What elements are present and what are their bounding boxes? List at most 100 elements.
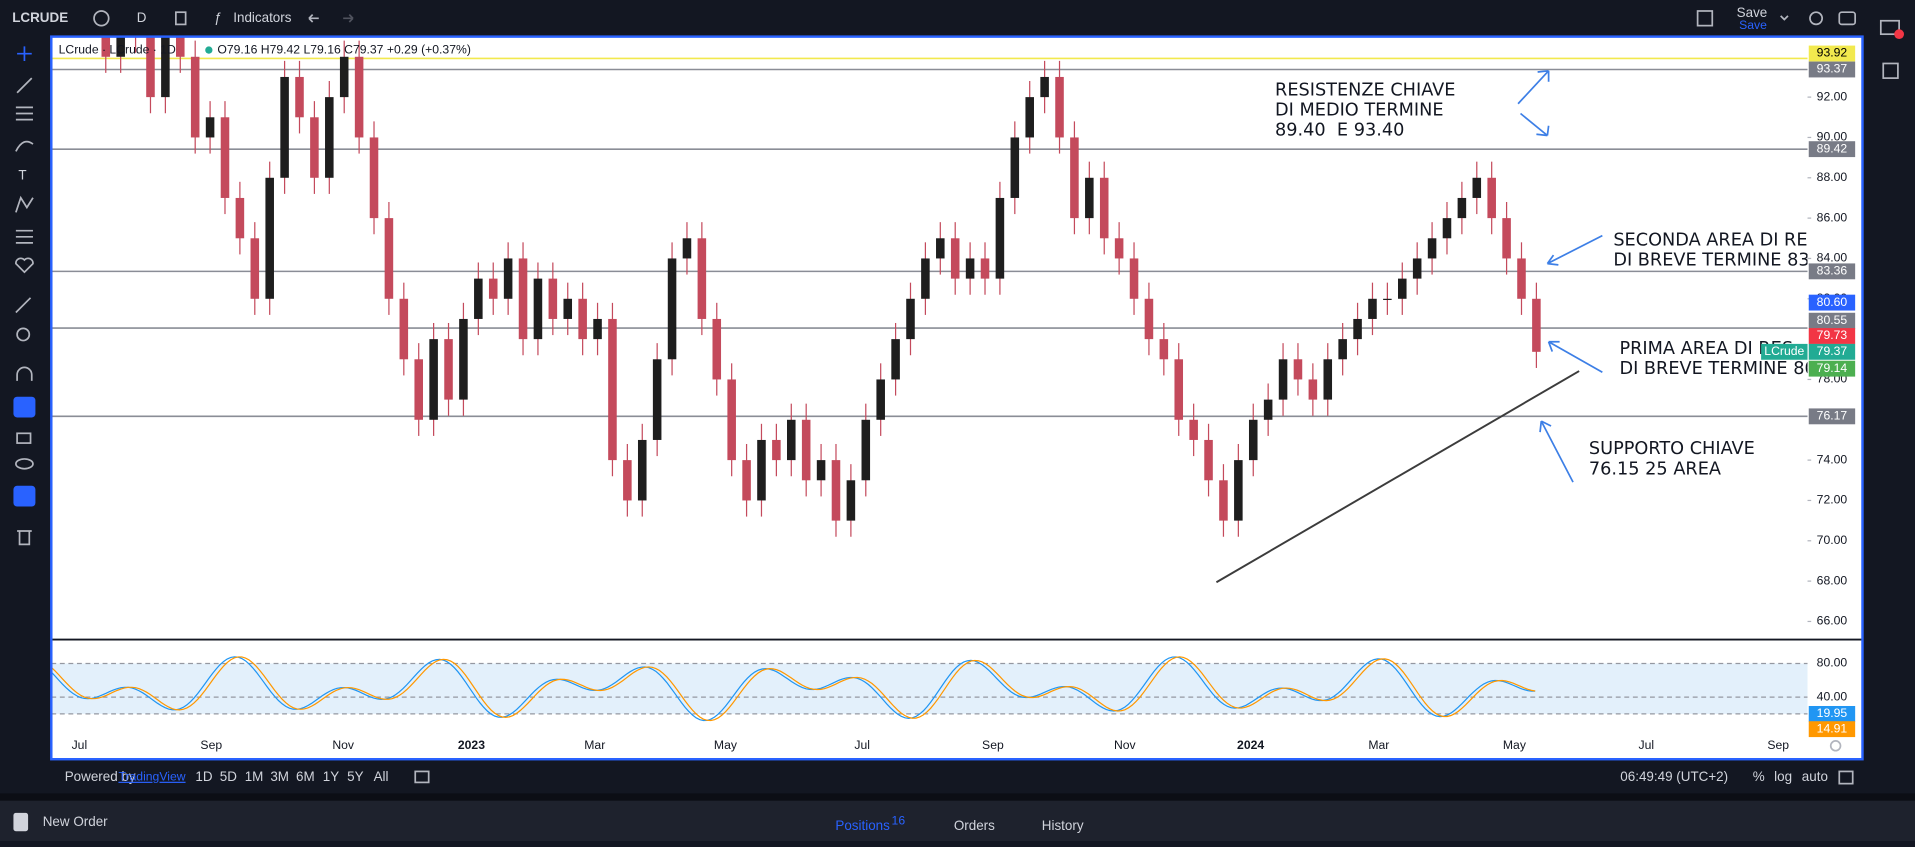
arrow [1539,420,1574,483]
indicators-button[interactable]: Indicators [233,10,291,25]
annotation: SECONDA AREA DI RES [1613,230,1818,250]
scale-option[interactable]: % [1753,769,1765,784]
candle [965,258,975,279]
hide-tool[interactable] [15,458,34,470]
time-label: Sep [982,738,1004,752]
save-menu[interactable] [1780,15,1789,21]
candle [757,439,766,501]
candle [1189,419,1198,440]
arrow [1517,69,1550,105]
watchlist-icon[interactable] [1882,62,1899,79]
trendline [1215,370,1580,584]
ruler-tool[interactable] [15,297,32,314]
layout-button[interactable] [1696,10,1714,27]
magnet-tool[interactable] [16,366,33,381]
candle [682,238,692,259]
candle [146,36,155,98]
tab[interactable]: Positions [835,818,890,833]
candle [1070,137,1079,219]
candle [548,278,558,319]
bottom-bar: Powered by TradingView 06:49:49 (UTC+2) … [65,769,1854,785]
tab-count: 16 [892,814,906,828]
footer-tabs: Positions 16 Orders History [835,814,1083,833]
annotation: DI BREVE TERMINE 80 [1619,359,1815,379]
new-order[interactable]: New Order [43,814,108,829]
symbol[interactable]: LCRUDE [12,10,68,25]
candle [1114,238,1124,259]
messages-icon[interactable] [1879,19,1900,36]
undo[interactable] [308,14,319,23]
add-symbol[interactable] [93,10,110,27]
icon-tool[interactable] [15,257,34,274]
candle [921,258,930,299]
interval[interactable]: D [137,10,147,25]
candle [354,56,364,138]
candle [1219,480,1228,521]
redo[interactable] [343,14,354,23]
lock-tool[interactable] [16,432,32,444]
price-tag [1808,263,1856,280]
snapshot[interactable] [1838,11,1857,26]
scale-option[interactable]: log [1774,769,1792,784]
axis-settings[interactable] [1829,740,1842,752]
forecast-tool[interactable] [15,229,33,244]
brush-tool[interactable] [15,140,34,152]
range-button[interactable]: 3M [270,769,289,784]
save-button[interactable]: Save [1737,5,1768,20]
zoom-tool[interactable] [16,327,31,342]
range-button[interactable]: 5D [220,769,237,784]
price-tag-label: 83.36 [1817,264,1848,278]
tab[interactable]: Orders [954,818,995,833]
candle [176,36,185,57]
candle [1412,258,1422,279]
candle [444,339,453,400]
range-button[interactable]: 5Y [347,769,363,784]
fullscreen[interactable] [1838,770,1854,785]
oscillator-tag-label: 19.95 [1817,706,1848,720]
range-button[interactable]: 1Y [323,769,339,784]
fib-tool[interactable] [15,106,33,121]
sync-tool[interactable] [13,485,36,507]
range-button[interactable]: All [374,769,389,784]
candle [831,460,841,521]
price-pane [51,36,1808,537]
powered-by: Powered by [65,769,136,784]
pattern-tool[interactable] [15,195,34,213]
range-button[interactable]: 6M [296,769,315,784]
trendline-tool[interactable] [16,77,33,94]
price-tag [1808,312,1856,329]
chart-style[interactable] [175,11,187,26]
candle [1204,439,1213,481]
stay-drawing-tool[interactable] [13,396,36,418]
price-tag [1808,45,1856,62]
remove-tool[interactable] [17,530,32,546]
brand-link[interactable]: TradingView [118,770,185,784]
settings[interactable] [1809,11,1824,26]
time-label: Sep [200,738,222,752]
divider [0,793,1915,801]
series-tag-label: LCrude [1764,344,1804,358]
range-button[interactable]: 1M [245,769,264,784]
date-range[interactable] [414,770,430,784]
candle [339,56,349,98]
annotation: 76.15 25 AREA [1589,459,1721,479]
notification-dot [1894,29,1905,40]
candle [1353,318,1362,340]
candle [787,419,796,461]
price-tag-label: 93.92 [1817,46,1848,60]
price-tick-label: 90.00 [1817,130,1848,144]
ohlc: O79.16 H79.42 L79.16 C79.37 +0.29 (+0.37… [217,42,470,56]
crosshair-tool[interactable] [17,46,32,62]
candle [623,460,632,501]
text-tool[interactable]: T [18,167,26,182]
candle [384,218,394,299]
tab[interactable]: History [1042,818,1084,833]
arrows [1517,69,1603,483]
top-toolbar: LCRUDE D ƒ Indicators Save Save [12,5,1857,32]
scale-option[interactable]: auto [1802,769,1828,784]
candle [906,298,915,340]
candle [429,339,438,420]
time-label: Jul [1639,738,1655,752]
range-button[interactable]: 1D [195,769,212,784]
